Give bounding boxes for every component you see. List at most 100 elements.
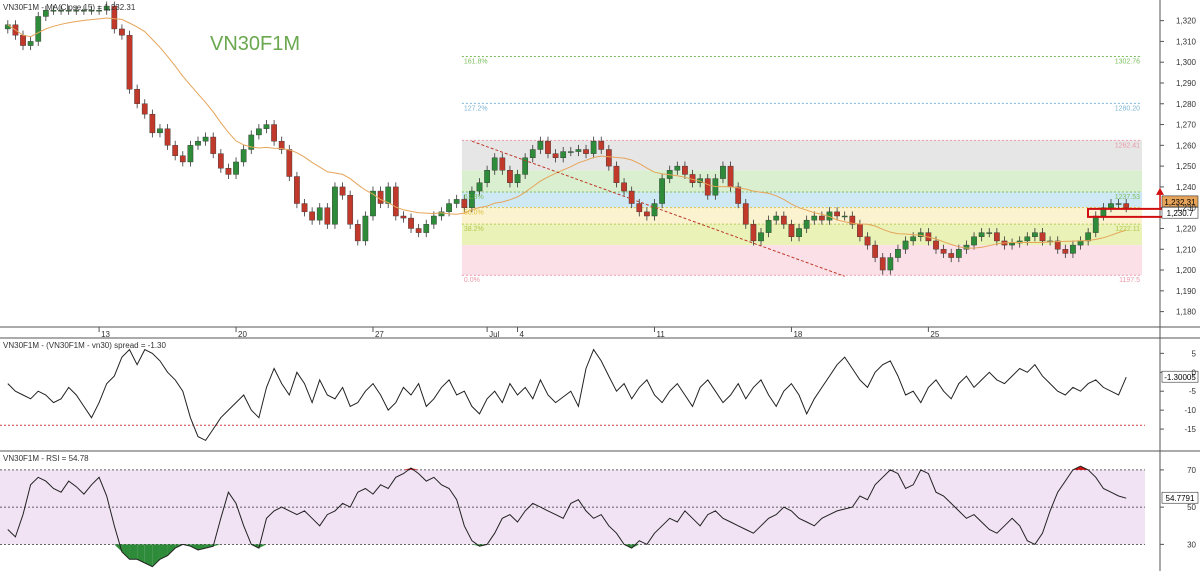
- candle-body: [628, 190, 635, 204]
- candle-body: [469, 190, 475, 208]
- candle-body: [552, 153, 559, 159]
- candle-body: [765, 219, 772, 233]
- candle-body: [50, 10, 57, 12]
- fib-band: [461, 192, 1142, 208]
- y-tick-label: 50: [1187, 503, 1196, 512]
- candle-body: [103, 5, 110, 11]
- fib-level-value: 1237.53: [1115, 194, 1140, 201]
- candle-body: [1092, 215, 1099, 233]
- rsi-oversold-fill: [213, 544, 221, 547]
- y-tick-label: -5: [1189, 387, 1197, 396]
- last-price-label: 1,232.31: [1164, 198, 1196, 207]
- candle-body: [408, 217, 414, 229]
- candle-body: [20, 34, 26, 46]
- fib-band: [461, 245, 1142, 276]
- x-tick-label: 11: [656, 330, 665, 339]
- candle-body: [271, 124, 277, 142]
- candle-body: [1032, 232, 1038, 237]
- fib-band: [461, 140, 1142, 171]
- candle-body: [286, 149, 293, 177]
- last-price-tag: [1161, 195, 1199, 208]
- candle-body: [1016, 240, 1023, 244]
- candle-body: [583, 149, 589, 154]
- candle-body: [217, 153, 224, 169]
- y-tick-label: 1,270: [1176, 121, 1197, 130]
- rsi-last-label: 54.7791: [1166, 494, 1195, 503]
- candle-body: [986, 232, 993, 234]
- x-tick-label: 27: [375, 330, 384, 339]
- candle-body: [773, 215, 780, 221]
- fib-level-value: 1197.5: [1119, 277, 1140, 284]
- candle-body: [933, 240, 939, 250]
- x-tick-label: 25: [930, 330, 939, 339]
- y-tick-label: 1,200: [1176, 266, 1197, 275]
- candle-body: [1039, 232, 1046, 242]
- candle-body: [263, 124, 270, 129]
- candle-body: [119, 28, 125, 36]
- y-tick-label: 70: [1187, 466, 1196, 475]
- candle-body: [879, 257, 886, 271]
- candle-body: [621, 182, 627, 192]
- candle-body: [179, 155, 186, 163]
- candle-body: [385, 186, 392, 204]
- fib-level-label: 50.0%: [464, 210, 484, 217]
- candle-body: [88, 10, 95, 12]
- candle-body: [704, 178, 711, 196]
- candle-body: [742, 203, 749, 225]
- y-tick-label: 1,220: [1176, 224, 1197, 233]
- candle-body: [1024, 236, 1031, 242]
- rsi-last-tag: [1161, 491, 1199, 504]
- candle-body: [819, 215, 825, 221]
- candle-body: [978, 232, 985, 237]
- ma-line: [7, 17, 1127, 249]
- fib-band: [461, 170, 1142, 193]
- y-tick-label: 1,310: [1176, 37, 1197, 46]
- y-tick-label: 1,280: [1176, 100, 1197, 109]
- candle-body: [636, 203, 643, 213]
- candle-body: [545, 140, 551, 154]
- candle-body: [187, 145, 194, 163]
- candle-body: [248, 134, 255, 150]
- fib-level-label: 127.2%: [464, 105, 488, 112]
- y-tick-label: 1,240: [1176, 183, 1197, 192]
- candle-body: [940, 249, 947, 254]
- candle-body: [598, 140, 605, 150]
- candle-body: [324, 207, 331, 225]
- candle-body: [857, 224, 863, 237]
- candle-body: [453, 199, 460, 204]
- candle-body: [172, 145, 179, 156]
- candle-body: [529, 149, 536, 159]
- candle-body: [560, 151, 567, 159]
- y-tick-label: 1,260: [1176, 141, 1197, 150]
- candle-body: [461, 199, 468, 208]
- candle-body: [195, 140, 201, 146]
- y-tick-label: 5: [1192, 349, 1197, 358]
- candle-body: [499, 157, 506, 171]
- rsi-oversold-fill: [198, 544, 206, 550]
- candle-body: [659, 178, 665, 204]
- candle-body: [537, 140, 544, 150]
- candle-body: [993, 232, 1000, 242]
- candle-body: [339, 186, 346, 196]
- candle-body: [841, 215, 848, 218]
- y-tick-label: -15: [1184, 425, 1196, 434]
- candle-body: [902, 240, 909, 250]
- fib-level-value: 1222.11: [1115, 226, 1140, 233]
- y-tick-label: 1,320: [1176, 17, 1197, 26]
- candle-body: [1009, 242, 1015, 246]
- candle-body: [491, 157, 498, 171]
- candle-body: [423, 224, 430, 233]
- price-header: VN30F1M - MA(Close,15) = 1,232.31: [3, 3, 136, 12]
- x-tick-label: Jul: [489, 330, 499, 339]
- candle-body: [651, 203, 658, 217]
- spread-line: [7, 348, 1127, 442]
- rsi-oversold-fill: [152, 544, 160, 567]
- candle-body: [575, 149, 582, 152]
- rsi-oversold-fill: [167, 544, 176, 556]
- candle-body: [316, 207, 323, 221]
- candle-body: [758, 232, 764, 242]
- candle-body: [149, 113, 156, 134]
- candle-body: [476, 182, 483, 192]
